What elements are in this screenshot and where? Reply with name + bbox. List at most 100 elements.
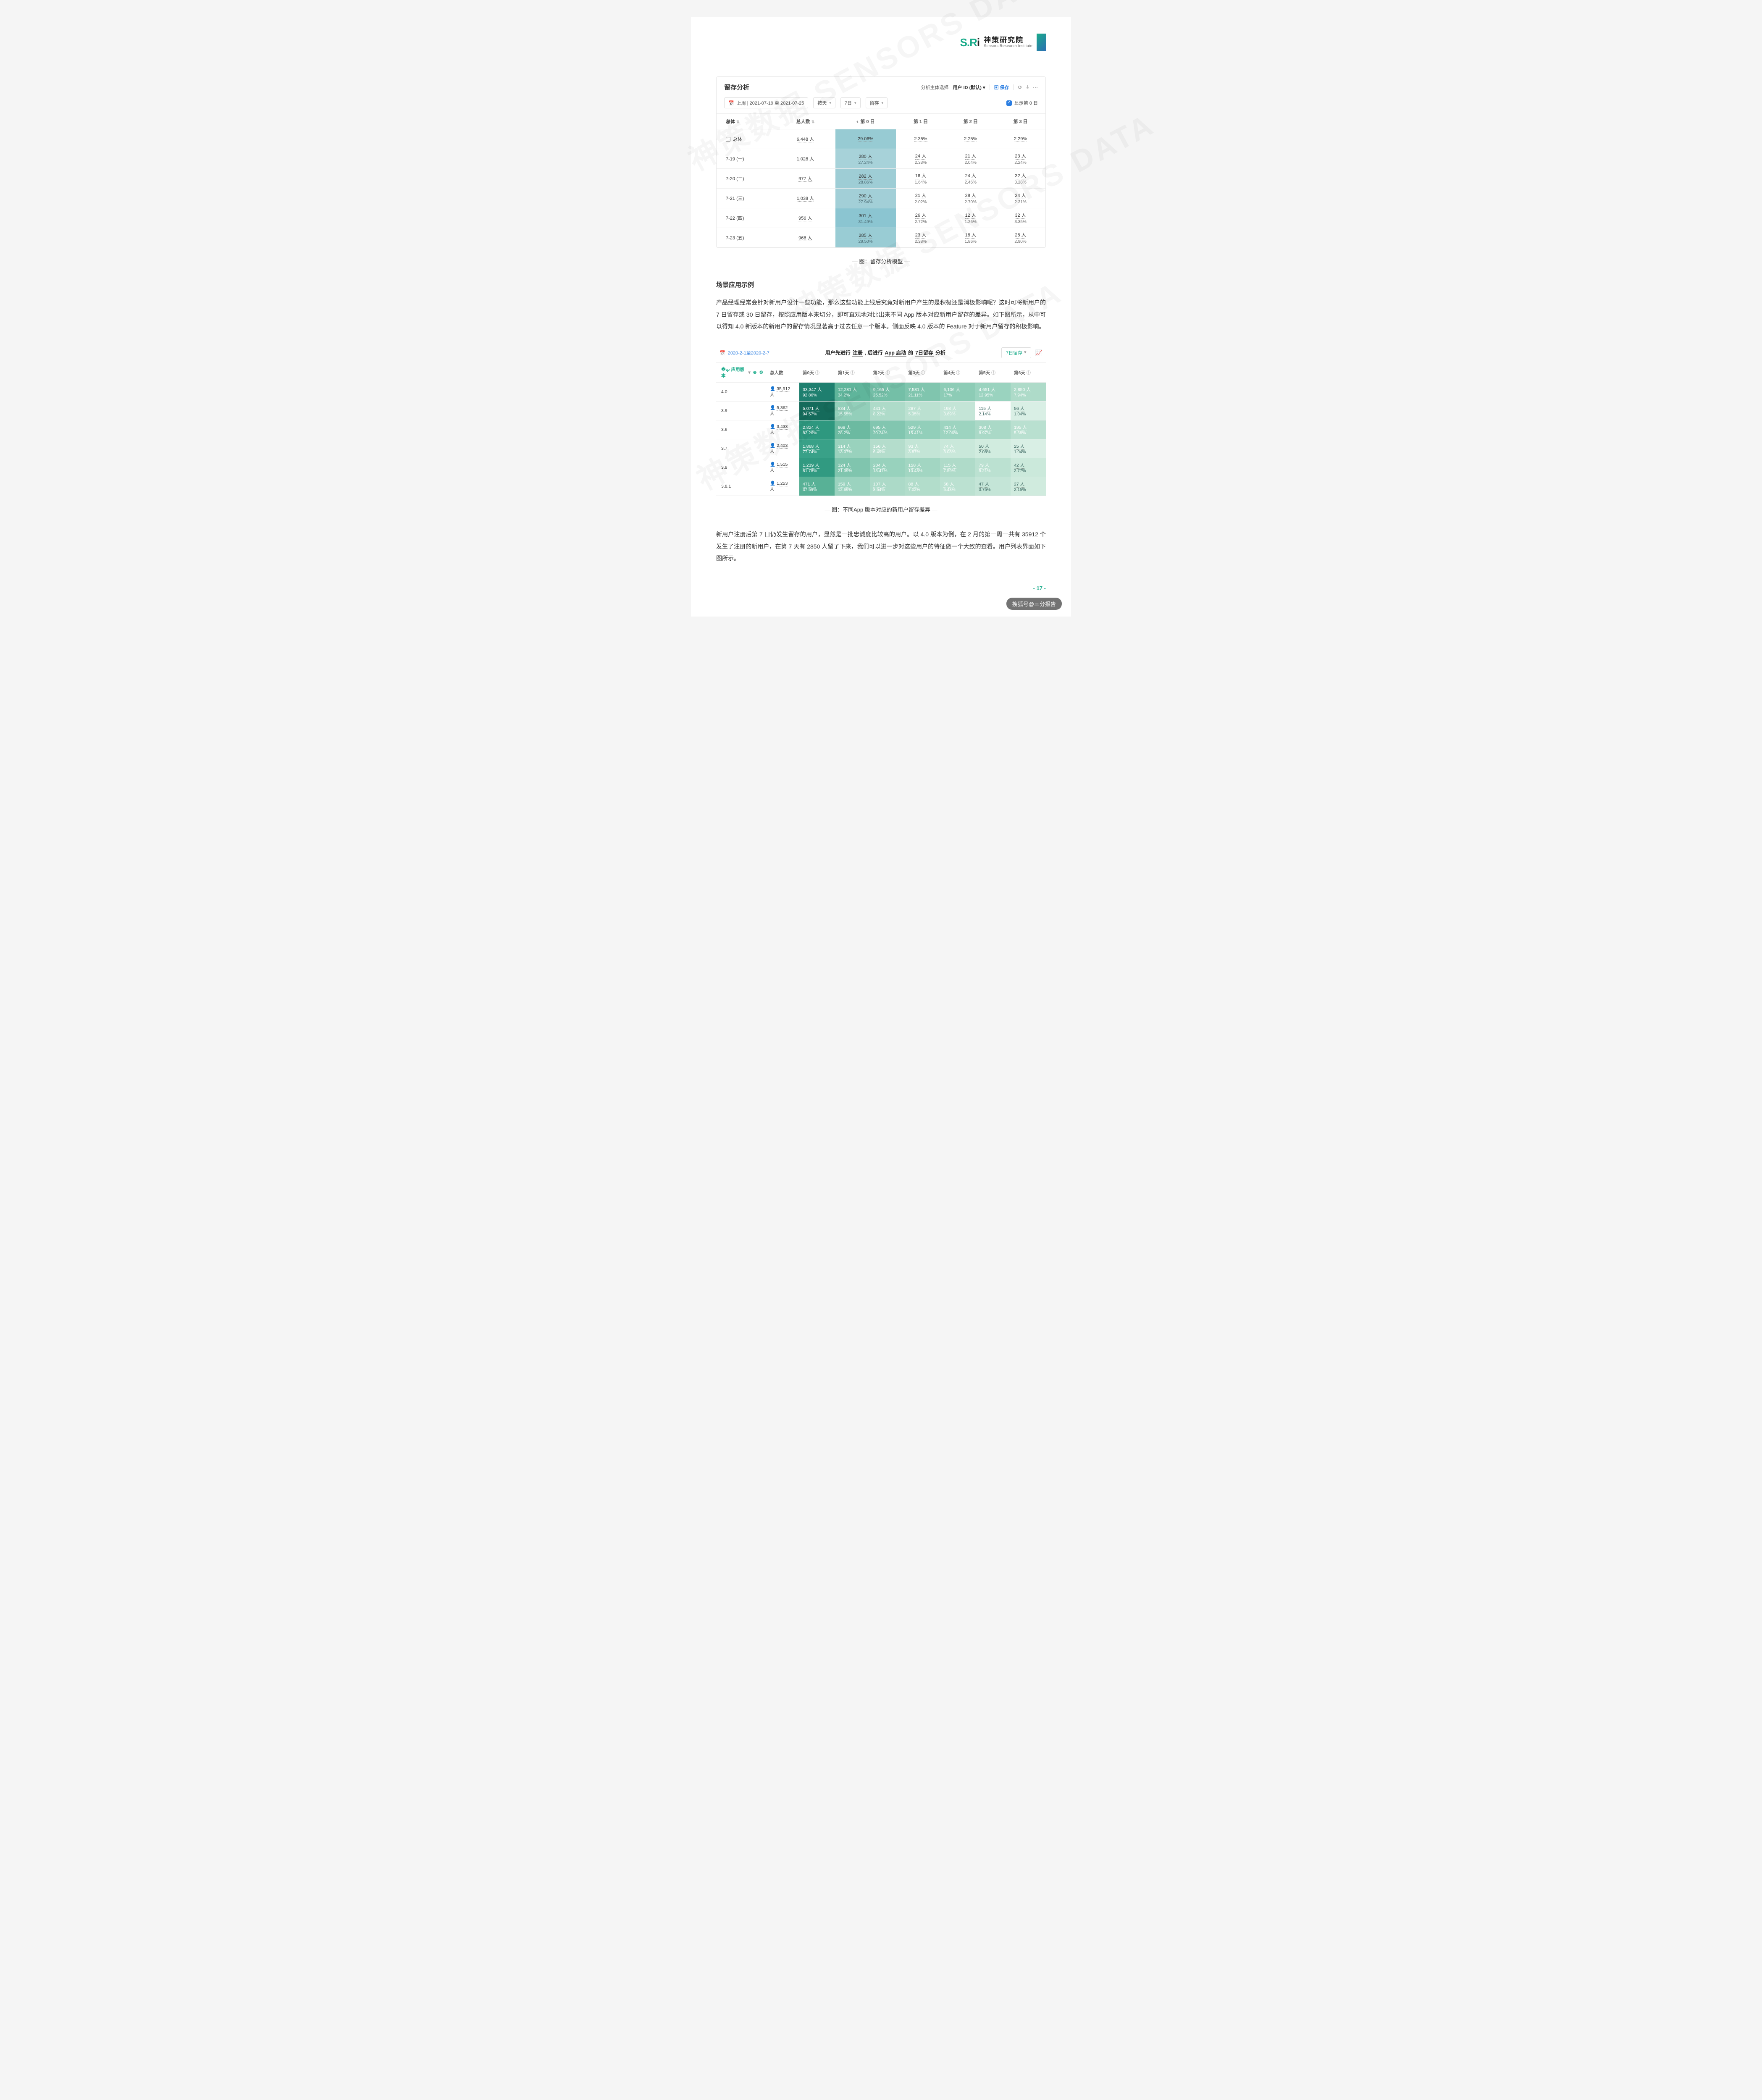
cell[interactable]: 28 人2.70% [945,189,995,208]
cell[interactable]: 1,038 人 [775,189,835,208]
version-filter[interactable]: �ټ 应用版本 ▾ ⊕ ⚙ [721,366,763,379]
heatmap-cell[interactable]: 115 人7.59% [940,458,975,477]
cell[interactable]: 21 人2.04% [945,149,995,169]
download-icon[interactable]: ⤓ [1027,84,1029,90]
heatmap-cell[interactable]: 25 人1.04% [1011,439,1046,458]
cell[interactable]: 32 人3.28% [995,169,1045,189]
row-label[interactable]: 3.8.1 [716,477,767,496]
period-dropdown[interactable]: 7日留存 ▾ [1001,347,1031,358]
show-day0-checkbox[interactable]: ✓显示第 0 日 [1006,100,1038,106]
cell[interactable]: 👤1,253人 [767,477,799,496]
heatmap-cell[interactable]: 12,281 人34.2% [835,383,870,402]
cell[interactable]: 966 人 [775,228,835,248]
heatmap-cell[interactable]: 27 人2.15% [1011,477,1046,496]
heatmap-cell[interactable]: 314 人13.07% [835,439,870,458]
cell[interactable]: 301 人31.49% [835,208,896,228]
cell[interactable]: 290 人27.94% [835,189,896,208]
row-label[interactable]: 7-20 (二) [717,169,775,189]
heatmap-cell[interactable]: 1,239 人81.78% [799,458,835,477]
heatmap-cell[interactable]: 414 人12.06% [940,420,975,439]
more-icon[interactable]: ⋯ [1033,84,1038,90]
heatmap-cell[interactable]: 308 人8.97% [975,420,1011,439]
cell[interactable]: 956 人 [775,208,835,228]
heatmap-cell[interactable]: 50 人2.08% [975,439,1011,458]
heatmap-cell[interactable]: 968 人28.2% [835,420,870,439]
row-label[interactable]: 4.0 [716,383,767,402]
cell[interactable]: 24 人2.31% [995,189,1045,208]
cell[interactable]: 12 人1.26% [945,208,995,228]
cell[interactable]: 2.25% [945,129,995,149]
cell[interactable]: 👤2,403人 [767,439,799,458]
heatmap-cell[interactable]: 695 人20.24% [870,420,905,439]
heatmap-cell[interactable]: 79 人5.21% [975,458,1011,477]
heatmap-cell[interactable]: 324 人21.39% [835,458,870,477]
col-header[interactable]: 总人数⇅ [775,114,835,129]
cell[interactable]: 21 人2.02% [896,189,946,208]
chart-toggle-icon[interactable]: 📈 [1035,349,1042,357]
cell[interactable]: 28 人2.90% [995,228,1045,248]
cell[interactable]: 23 人2.38% [896,228,946,248]
heatmap-cell[interactable]: 159 人12.69% [835,477,870,496]
cell[interactable]: 👤35,912人 [767,383,799,402]
row-label[interactable]: 总体 [717,129,775,149]
heatmap-cell[interactable]: 287 人5.35% [905,402,940,420]
granularity-dropdown[interactable]: 按天 ▾ [813,97,835,108]
heatmap-cell[interactable]: 93 人3.87% [905,439,940,458]
cell[interactable]: 2.35% [896,129,946,149]
refresh-icon[interactable]: ⟳ [1018,84,1022,90]
heatmap-cell[interactable]: 4,651 人12.95% [975,383,1011,402]
cell[interactable]: 24 人2.46% [945,169,995,189]
heatmap-cell[interactable]: 2,824 人82.26% [799,420,835,439]
cell[interactable]: 280 人27.24% [835,149,896,169]
cell[interactable]: 23 人2.24% [995,149,1045,169]
cell[interactable]: 16 人1.64% [896,169,946,189]
heatmap-cell[interactable]: 6,106 人17% [940,383,975,402]
date-range-picker[interactable]: 📅 上周 | 2021-07-19 至 2021-07-25 [724,97,808,108]
heatmap-cell[interactable]: 88 人7.02% [905,477,940,496]
heatmap-cell[interactable]: 204 人13.47% [870,458,905,477]
date-range[interactable]: 📅 2020-2-1至2020-2-7 [720,349,769,356]
col-header[interactable]: 第 2 日 [945,114,995,129]
heatmap-cell[interactable]: 198 人3.69% [940,402,975,420]
heatmap-cell[interactable]: 1,868 人77.74% [799,439,835,458]
heatmap-cell[interactable]: 42 人2.77% [1011,458,1046,477]
cell[interactable]: 977 人 [775,169,835,189]
subject-dropdown[interactable]: 用户 ID (默认) ▾ [953,84,985,91]
cell[interactable]: 👤3,433人 [767,420,799,439]
cell[interactable]: 2.29% [995,129,1045,149]
cell[interactable]: 24 人2.33% [896,149,946,169]
heatmap-cell[interactable]: 195 人5.68% [1011,420,1046,439]
col-header[interactable]: 第 3 日 [995,114,1045,129]
heatmap-cell[interactable]: 158 人10.43% [905,458,940,477]
col-header[interactable]: ◐ 第 0 日 [835,114,896,129]
heatmap-cell[interactable]: 47 人3.75% [975,477,1011,496]
col-header[interactable]: 第 1 日 [896,114,946,129]
heatmap-cell[interactable]: 5,071 人94.57% [799,402,835,420]
row-label[interactable]: 7-19 (一) [717,149,775,169]
heatmap-cell[interactable]: 115 人2.14% [975,402,1011,420]
row-label[interactable]: 3.6 [716,420,767,439]
heatmap-cell[interactable]: 471 人37.59% [799,477,835,496]
cell[interactable]: 6,448 人 [775,129,835,149]
row-label[interactable]: 3.9 [716,402,767,420]
heatmap-cell[interactable]: 107 人8.54% [870,477,905,496]
cell[interactable]: 18 人1.86% [945,228,995,248]
heatmap-cell[interactable]: 33,347 人92.86% [799,383,835,402]
cell[interactable]: 29.06% [835,129,896,149]
heatmap-cell[interactable]: 9,165 人25.52% [870,383,905,402]
heatmap-cell[interactable]: 441 人8.22% [870,402,905,420]
cell[interactable]: 285 人29.50% [835,228,896,248]
heatmap-cell[interactable]: 834 人15.55% [835,402,870,420]
save-button[interactable]: ▣ 保存 [994,84,1009,91]
heatmap-cell[interactable]: 2,850 人7.94% [1011,383,1046,402]
row-label[interactable]: 3.8 [716,458,767,477]
cell[interactable]: 👤1,515人 [767,458,799,477]
row-label[interactable]: 7-22 (四) [717,208,775,228]
col-header[interactable]: 总体⇅ [717,114,775,129]
heatmap-cell[interactable]: 74 人3.08% [940,439,975,458]
heatmap-cell[interactable]: 529 人15.41% [905,420,940,439]
cell[interactable]: 282 人28.86% [835,169,896,189]
cell[interactable]: 32 人3.35% [995,208,1045,228]
cell[interactable]: 👤5,362人 [767,402,799,420]
cell[interactable]: 26 人2.72% [896,208,946,228]
